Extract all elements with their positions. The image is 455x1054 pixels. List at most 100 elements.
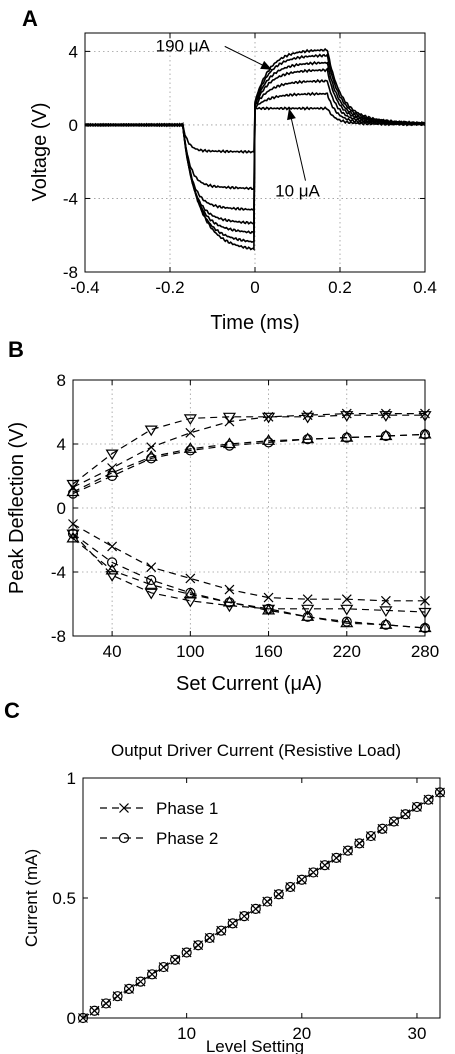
series-line — [72, 523, 425, 602]
data-point — [144, 450, 158, 461]
data-point — [301, 412, 315, 424]
panel-a: A -0.4 -0.2 0 0.2 0.4 -8 -4 0 4 190 μA 10 μA Time… — [22, 6, 437, 334]
data-point — [105, 571, 119, 582]
data-point — [340, 604, 354, 616]
series-line — [72, 413, 425, 488]
data-point — [301, 604, 315, 616]
data-point — [89, 1005, 100, 1016]
data-point — [193, 940, 204, 951]
data-point — [262, 896, 273, 907]
data-point — [123, 983, 135, 994]
x-tick-label: 100 — [176, 642, 204, 661]
panel-label-a: A — [22, 6, 38, 31]
y-tick-label: 1 — [67, 769, 76, 788]
data-point — [107, 541, 118, 552]
y-tick-label: 0 — [67, 1009, 76, 1028]
data-point — [183, 442, 197, 453]
x-tick-label: 30 — [408, 1024, 427, 1043]
data-point — [423, 794, 434, 805]
data-point — [146, 562, 157, 573]
data-point — [261, 603, 276, 615]
data-point — [146, 442, 157, 453]
data-point — [224, 584, 235, 595]
annotation-arrow-head — [287, 108, 296, 121]
data-point — [181, 947, 192, 958]
data-point — [239, 911, 250, 922]
legend-marker — [118, 832, 130, 844]
panel-a-annotations: 190 μA 10 μA — [156, 36, 321, 200]
panel-c-x-axis-label: Level Setting — [206, 1037, 304, 1054]
y-tick-label: 8 — [57, 371, 66, 390]
x-tick-label: 160 — [254, 642, 282, 661]
data-point — [261, 434, 276, 445]
data-point — [296, 874, 307, 885]
series-line — [72, 537, 426, 629]
data-point — [105, 563, 119, 575]
data-point — [301, 610, 315, 621]
data-point — [107, 557, 118, 568]
data-point — [222, 595, 237, 607]
series-line — [72, 533, 426, 629]
data-point — [319, 860, 330, 871]
panel-c: C Output Driver Current (Resistive Load)… — [4, 698, 446, 1054]
panel-a-ticks: -0.4 -0.2 0 0.2 0.4 -8 -4 0 4 — [63, 33, 437, 297]
data-point — [379, 606, 393, 618]
data-point — [340, 616, 354, 628]
data-point — [183, 414, 197, 426]
data-point — [183, 587, 197, 599]
data-point — [301, 432, 315, 444]
panel-a-grid — [85, 33, 425, 272]
y-tick-label: 4 — [69, 43, 78, 62]
panel-c-series — [77, 787, 446, 1024]
data-point — [105, 449, 119, 461]
y-tick-label: 0 — [57, 499, 66, 518]
panel-c-title: Output Driver Current (Resistive Load) — [111, 741, 401, 760]
x-tick-label: 20 — [292, 1024, 311, 1043]
data-point — [388, 816, 400, 827]
x-tick-label: 10 — [177, 1024, 196, 1043]
data-point — [302, 594, 313, 605]
data-point — [222, 437, 237, 449]
data-point — [222, 412, 237, 424]
data-point — [146, 574, 157, 586]
data-point — [377, 823, 388, 834]
data-point — [185, 427, 196, 438]
data-point — [340, 411, 354, 422]
data-point — [158, 961, 169, 973]
data-point — [144, 588, 158, 600]
data-point — [170, 954, 181, 965]
data-point — [379, 411, 393, 422]
panel-b-x-axis-label: Set Current (μA) — [176, 673, 322, 695]
panel-a-traces — [84, 47, 426, 251]
y-tick-label: -8 — [51, 627, 66, 646]
data-point — [216, 925, 227, 936]
panel-b-grid — [73, 380, 425, 636]
data-point — [331, 852, 342, 863]
data-point — [411, 801, 423, 813]
x-tick-label: 280 — [411, 642, 439, 661]
panel-b-series — [66, 408, 432, 634]
data-point — [379, 618, 393, 629]
data-point — [100, 998, 112, 1009]
annotation-arrow-line — [288, 108, 306, 181]
legend-marker — [119, 803, 129, 813]
annotation-arrow-head — [260, 60, 272, 70]
legend-label: Phase 2 — [156, 829, 218, 848]
data-point — [380, 595, 391, 606]
panel-b-ticks: 40 100 160 220 280 -8 -4 0 4 8 — [51, 371, 439, 661]
data-point — [105, 466, 119, 477]
data-point — [365, 830, 377, 842]
y-tick-label: -4 — [51, 563, 66, 582]
x-tick-label: 0.2 — [328, 278, 352, 297]
panel-c-ticks: 10 20 30 0 0.5 1 — [52, 769, 440, 1043]
y-tick-label: 4 — [57, 435, 66, 454]
y-tick-label: -4 — [63, 190, 78, 209]
data-point — [273, 889, 284, 900]
x-tick-label: -0.2 — [155, 278, 184, 297]
data-point — [185, 573, 196, 584]
data-point — [341, 594, 352, 605]
panel-c-legend: Phase 1 Phase 2 — [100, 799, 218, 848]
y-tick-label: 0.5 — [52, 889, 76, 908]
panel-label-b: B — [8, 337, 24, 362]
